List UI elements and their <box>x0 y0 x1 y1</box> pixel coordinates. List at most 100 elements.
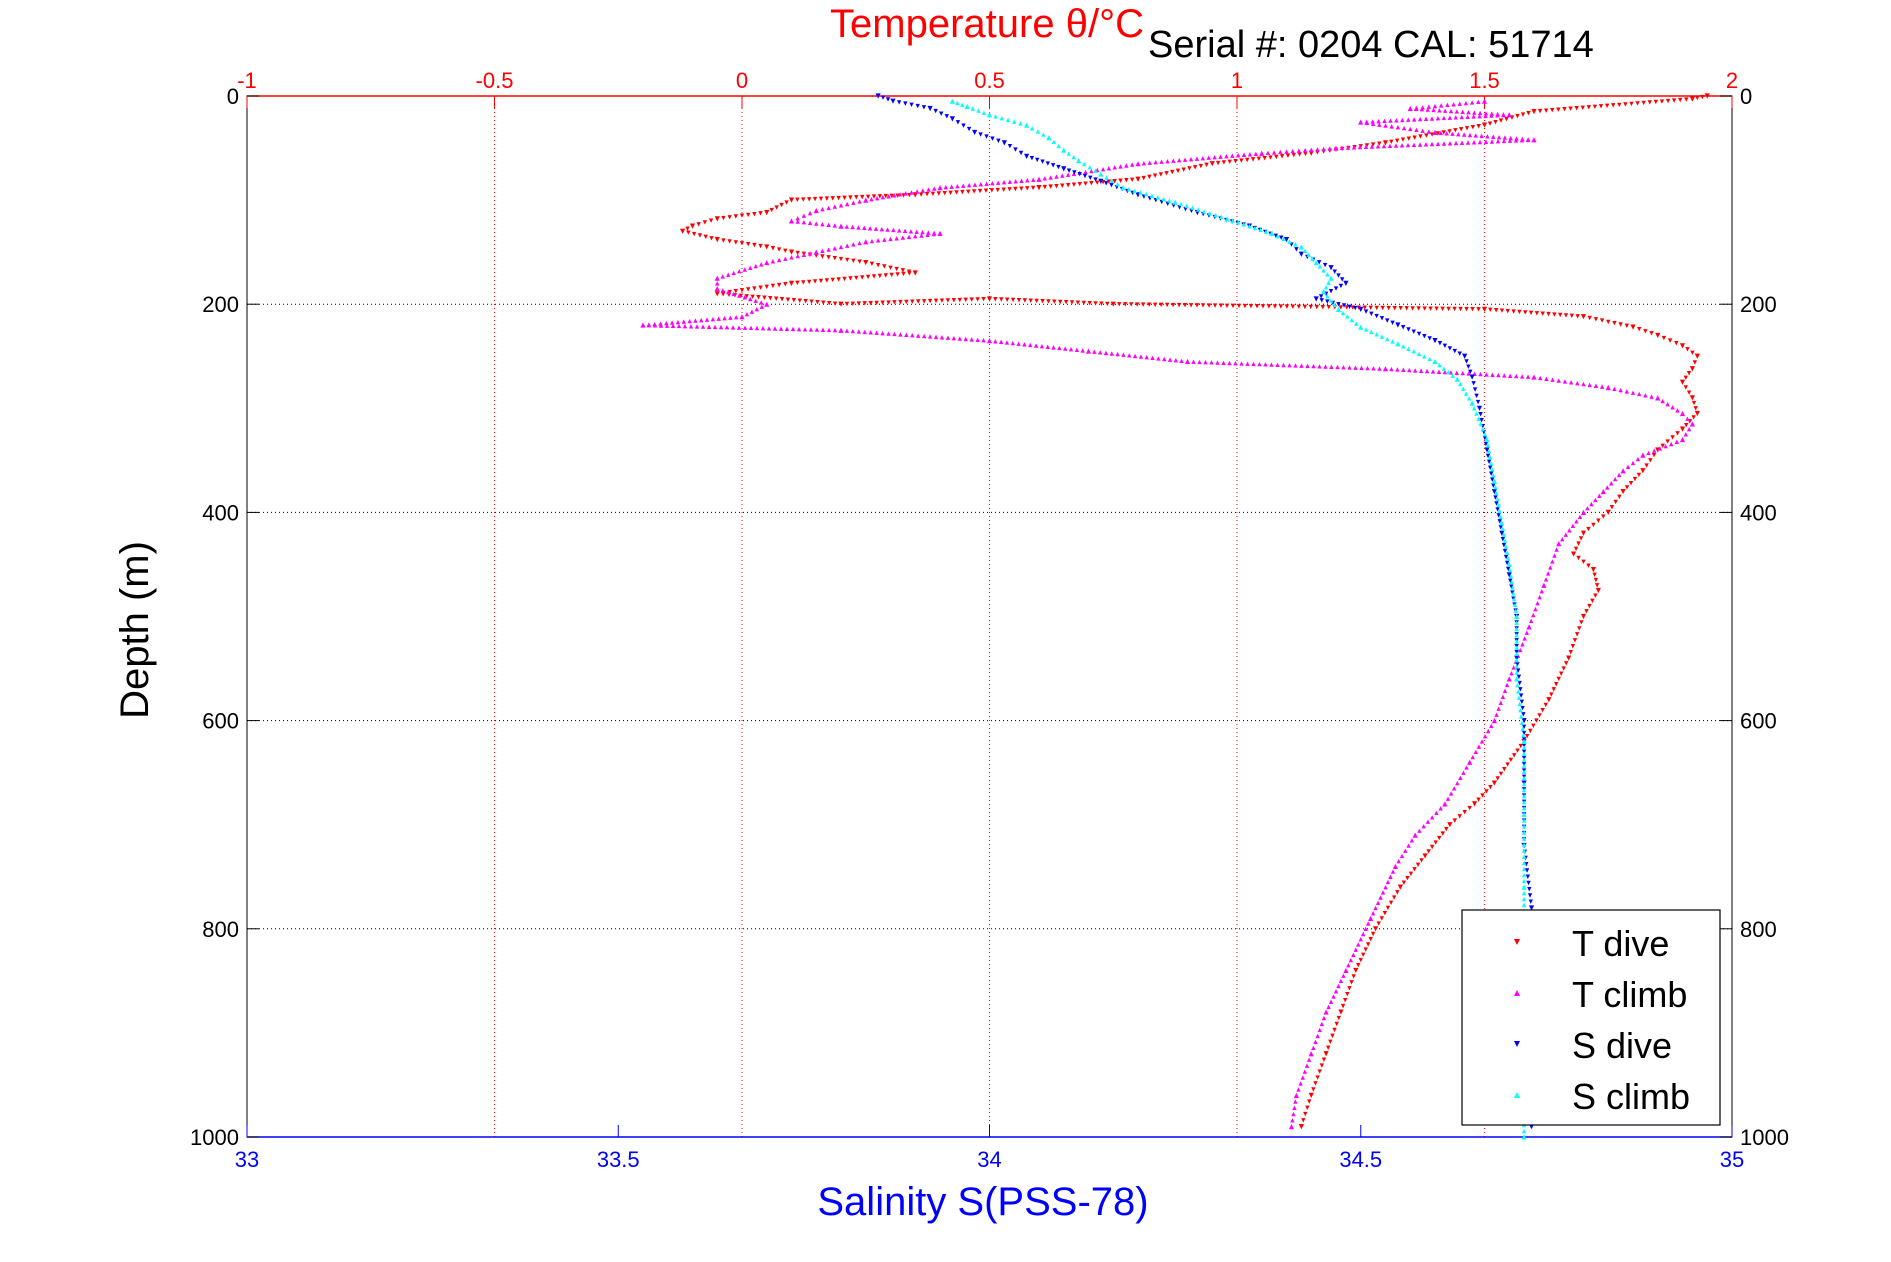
interpolated-point <box>1088 175 1093 180</box>
interpolated-point <box>1016 298 1022 303</box>
interpolated-point <box>850 224 855 230</box>
interpolated-point <box>1446 369 1451 375</box>
interpolated-point <box>1499 308 1505 313</box>
interpolated-point <box>779 202 784 208</box>
interpolated-point <box>1683 385 1688 390</box>
interpolated-point <box>995 187 1000 193</box>
interpolated-point <box>875 262 881 268</box>
interpolated-point <box>1330 1033 1335 1039</box>
interpolated-point <box>909 190 914 195</box>
temperature-tick-label: 1.5 <box>1469 68 1500 93</box>
interpolated-point <box>1204 162 1209 168</box>
interpolated-point <box>900 268 906 273</box>
data-point <box>1521 718 1527 724</box>
interpolated-point <box>1146 302 1152 307</box>
interpolated-point <box>1338 978 1344 984</box>
interpolated-point <box>1371 366 1376 371</box>
salinity-tick-label: 34 <box>977 1147 1001 1172</box>
interpolated-point <box>1429 815 1435 820</box>
interpolated-point <box>1574 632 1580 637</box>
data-point <box>1546 697 1552 703</box>
interpolated-point <box>1503 544 1509 549</box>
interpolated-point <box>1441 366 1447 371</box>
interpolated-point <box>879 226 884 232</box>
interpolated-point <box>972 182 978 187</box>
interpolated-point <box>916 299 921 304</box>
interpolated-point <box>1508 757 1514 763</box>
interpolated-point <box>697 233 703 238</box>
interpolated-point <box>1472 110 1477 115</box>
interpolated-point <box>1431 107 1436 113</box>
interpolated-point <box>1411 142 1417 147</box>
interpolated-point <box>1514 658 1519 663</box>
interpolated-point <box>1359 365 1364 371</box>
interpolated-point <box>1464 306 1469 312</box>
interpolated-point <box>1487 455 1493 460</box>
data-point <box>949 98 955 104</box>
interpolated-point <box>826 247 831 252</box>
data-point <box>1521 738 1527 745</box>
interpolated-point <box>1030 177 1036 182</box>
interpolated-point <box>1592 572 1597 578</box>
interpolated-point <box>1093 177 1098 182</box>
interpolated-point <box>1152 173 1158 178</box>
interpolated-point <box>1293 1099 1298 1104</box>
interpolated-point <box>1405 876 1410 881</box>
interpolated-point <box>1093 301 1098 306</box>
interpolated-point <box>1083 169 1088 175</box>
interpolated-point <box>1432 103 1438 109</box>
interpolated-point <box>1068 347 1074 352</box>
interpolated-point <box>1426 129 1432 134</box>
interpolated-point <box>1521 732 1526 738</box>
series-t-dive <box>680 93 1710 1130</box>
interpolated-point <box>1500 526 1506 531</box>
interpolated-point <box>1495 139 1501 144</box>
interpolated-point <box>832 204 838 209</box>
interpolated-point <box>1574 519 1579 524</box>
interpolated-point <box>1556 378 1561 383</box>
data-point <box>1024 122 1030 128</box>
interpolated-point <box>1546 311 1551 317</box>
interpolated-point <box>1593 383 1599 388</box>
data-point <box>1590 567 1596 573</box>
interpolated-point <box>1206 303 1212 308</box>
interpolated-point <box>1389 124 1394 129</box>
interpolated-point <box>888 265 893 270</box>
interpolated-point <box>996 180 1001 185</box>
interpolated-point <box>1218 303 1224 308</box>
interpolated-point <box>1519 699 1525 705</box>
interpolated-point <box>1518 687 1523 692</box>
interpolated-point <box>1298 1081 1303 1086</box>
data-point <box>863 259 869 266</box>
interpolated-point <box>1326 280 1331 285</box>
data-point <box>1288 1123 1295 1130</box>
data-point <box>1323 1009 1329 1015</box>
interpolated-point <box>1413 368 1418 373</box>
interpolated-point <box>1192 165 1198 170</box>
interpolated-point <box>1065 182 1071 188</box>
data-point <box>1454 376 1460 382</box>
interpolated-point <box>1630 460 1636 466</box>
interpolated-point <box>896 100 902 105</box>
interpolated-point <box>907 271 912 276</box>
interpolated-point <box>1424 368 1430 374</box>
interpolated-point <box>1476 744 1482 749</box>
interpolated-point <box>1515 662 1520 667</box>
interpolated-point <box>1488 307 1493 313</box>
interpolated-point <box>1400 137 1406 142</box>
interpolated-point <box>838 256 844 262</box>
interpolated-point <box>1483 441 1489 447</box>
interpolated-point <box>739 213 745 218</box>
interpolated-point <box>898 332 903 337</box>
interpolated-point <box>1045 344 1050 349</box>
interpolated-point <box>1314 304 1320 310</box>
interpolated-point <box>1476 416 1481 421</box>
data-point <box>1298 244 1304 250</box>
interpolated-point <box>1421 823 1426 829</box>
data-point <box>863 197 869 203</box>
interpolated-point <box>945 335 951 340</box>
interpolated-point <box>1054 183 1059 189</box>
interpolated-point <box>921 299 927 304</box>
interpolated-point <box>1345 992 1350 997</box>
interpolated-point <box>1352 305 1358 311</box>
